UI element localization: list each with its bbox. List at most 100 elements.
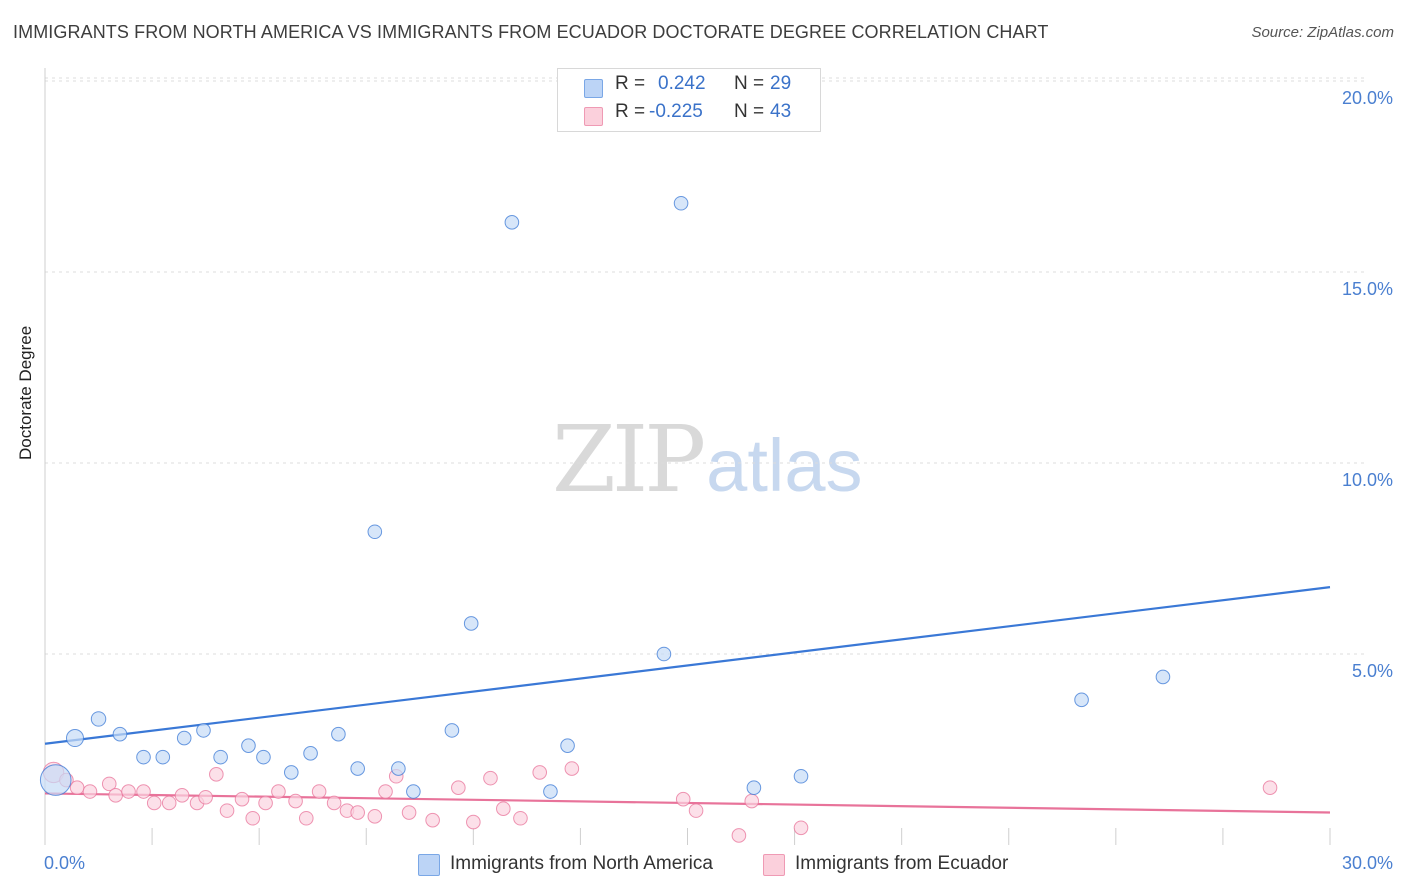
legend-item-north-america[interactable]: Immigrants from North America — [418, 852, 738, 878]
point-blue — [444, 723, 460, 738]
source-credit: Source: ZipAtlas.com — [1251, 24, 1394, 41]
point-pink — [378, 784, 393, 799]
y-tick-label-5: 5.0% — [1351, 661, 1393, 681]
legend-label-north-america: Immigrants from North America — [450, 853, 713, 874]
chart-title: IMMIGRANTS FROM NORTH AMERICA VS IMMIGRA… — [13, 22, 1049, 42]
watermark: ZIPatlas — [552, 406, 862, 513]
blue-swatch — [584, 79, 603, 98]
point-pink — [271, 784, 286, 799]
point-pink — [513, 810, 528, 826]
point-pink — [146, 795, 162, 811]
y-tick-label-20: 20.0% — [1341, 88, 1393, 108]
point-pink — [425, 812, 440, 828]
point-blue — [463, 616, 479, 631]
point-blue — [331, 726, 346, 742]
point-blue — [256, 749, 271, 765]
y-tick-label-10: 10.0% — [1341, 470, 1393, 490]
point-pink — [82, 784, 98, 799]
point-pink — [234, 791, 250, 807]
point-pink — [532, 765, 548, 780]
point-pink — [1262, 780, 1278, 796]
n-value-pink: 43 — [770, 101, 792, 122]
stats-row-pink: R = -0.225 N = 43 — [558, 101, 820, 127]
n-label: N = — [734, 101, 765, 122]
trend-lines — [44, 586, 1331, 814]
point-blue — [39, 764, 72, 796]
point-pink — [731, 828, 747, 843]
point-pink — [350, 805, 365, 820]
point-blue — [176, 730, 192, 746]
point-blue — [504, 215, 520, 230]
point-pink — [401, 805, 417, 820]
point-pink — [258, 795, 273, 811]
gridlines — [45, 77, 1365, 655]
point-pink — [326, 795, 342, 811]
point-pink — [451, 780, 466, 796]
legend-item-ecuador[interactable]: Immigrants from Ecuador — [763, 852, 1033, 878]
point-pink — [198, 789, 213, 805]
point-pink — [688, 803, 704, 818]
point-pink — [298, 810, 314, 826]
r-value-pink: -0.225 — [649, 101, 703, 122]
point-blue — [1155, 669, 1171, 685]
watermark-atlas: atlas — [706, 424, 863, 507]
point-blue — [241, 738, 256, 753]
point-pink — [675, 791, 691, 807]
point-pink — [311, 784, 327, 799]
point-pink — [367, 809, 383, 824]
point-pink — [564, 761, 580, 776]
y-axis-label: Doctorate Degree — [16, 325, 35, 460]
data-points — [39, 195, 1278, 843]
point-pink — [101, 776, 117, 792]
point-blue — [213, 749, 228, 765]
point-blue — [391, 761, 406, 776]
point-pink — [174, 788, 190, 803]
point-blue — [155, 749, 171, 765]
watermark-zip: ZIP — [552, 406, 706, 513]
legend-swatch-blue — [418, 854, 440, 876]
point-blue — [283, 765, 299, 780]
n-label: N = — [734, 73, 765, 94]
point-blue — [90, 711, 107, 727]
point-blue — [303, 746, 318, 761]
point-pink — [245, 810, 261, 826]
point-blue — [367, 524, 383, 540]
stats-row-blue: R = 0.242 N = 29 — [558, 73, 820, 99]
point-pink — [121, 784, 136, 799]
r-label: R = — [615, 73, 646, 94]
point-pink — [161, 795, 177, 811]
point-pink — [136, 784, 151, 799]
point-blue — [65, 729, 84, 748]
point-pink — [793, 820, 809, 836]
point-blue — [746, 780, 762, 796]
point-pink — [288, 793, 303, 809]
y-tick-label-15: 15.0% — [1341, 279, 1393, 299]
point-blue — [673, 195, 689, 211]
point-blue — [1074, 692, 1089, 708]
point-blue — [196, 723, 211, 738]
pink-swatch — [584, 107, 603, 126]
axes — [44, 68, 1331, 845]
point-pink — [209, 767, 224, 782]
legend-swatch-pink — [763, 854, 785, 876]
point-pink — [483, 770, 498, 786]
point-pink — [496, 801, 511, 817]
point-blue — [136, 749, 151, 765]
point-blue — [656, 646, 672, 662]
point-blue — [793, 768, 809, 784]
x-tick-label-max: 30.0% — [1341, 853, 1393, 873]
point-pink — [69, 780, 85, 796]
point-blue — [112, 726, 128, 742]
point-blue — [543, 784, 558, 799]
point-blue — [560, 738, 575, 753]
n-value-blue: 29 — [770, 73, 792, 94]
point-pink — [744, 793, 760, 809]
point-pink — [108, 788, 123, 803]
correlation-stats-box: R = 0.242 N = 29 R = -0.225 N = 43 — [557, 68, 821, 132]
r-value-blue: 0.242 — [658, 73, 706, 94]
r-label: R = — [615, 101, 646, 122]
x-tick-label-min: 0.0% — [44, 853, 86, 873]
trend-line-blue — [44, 586, 1331, 745]
point-pink — [466, 814, 481, 830]
